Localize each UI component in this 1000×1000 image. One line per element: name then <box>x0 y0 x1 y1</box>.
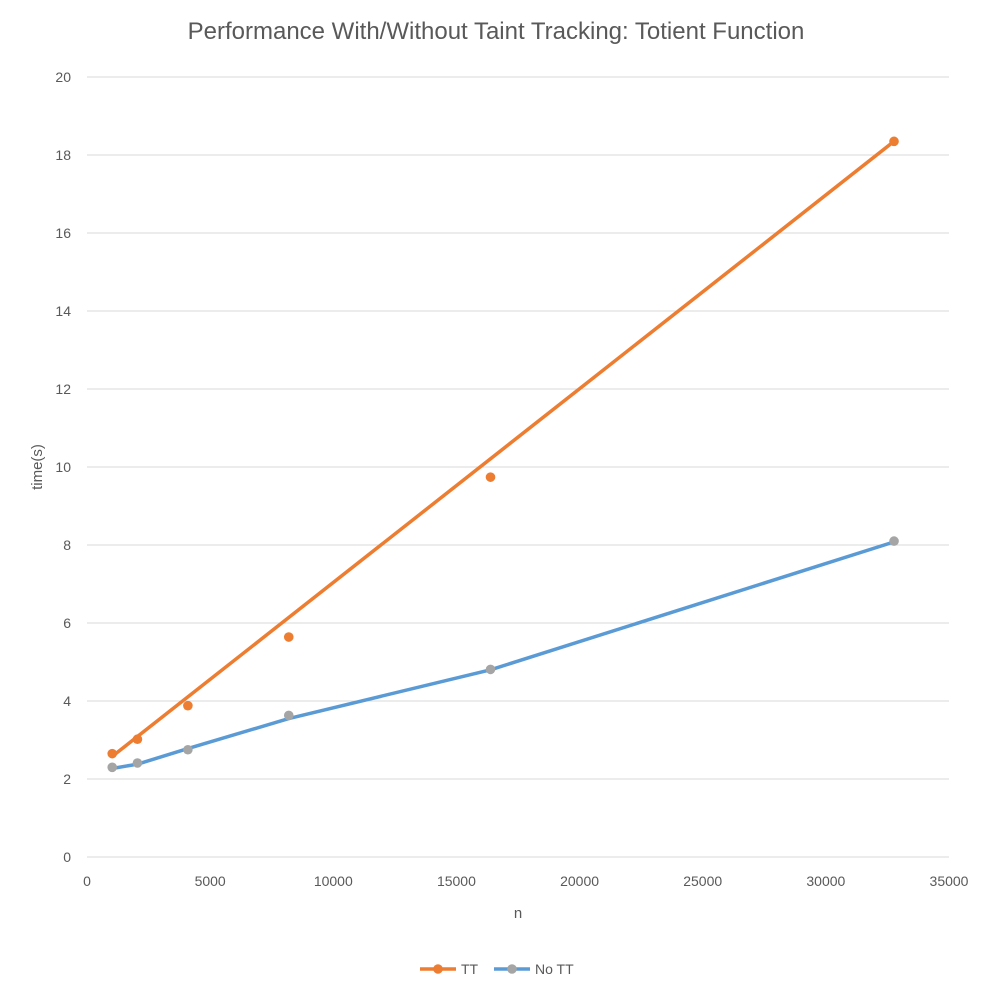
x-tick-label: 0 <box>83 873 91 889</box>
series-tt <box>107 136 899 759</box>
x-tick-label: 20000 <box>560 873 599 889</box>
legend-label: TT <box>461 961 479 977</box>
y-tick-label: 0 <box>63 849 71 865</box>
y-tick-label: 18 <box>55 147 71 163</box>
legend-item: No TT <box>494 961 574 977</box>
series-no-tt <box>107 536 899 773</box>
data-point <box>107 762 118 773</box>
legend-item: TT <box>420 961 479 977</box>
y-tick-label: 4 <box>63 693 71 709</box>
legend: TT No TT <box>420 961 574 977</box>
y-tick-label: 8 <box>63 537 71 553</box>
series-line <box>110 139 896 759</box>
legend-marker <box>507 964 517 974</box>
y-tick-label: 6 <box>63 615 71 631</box>
legend-label: No TT <box>535 961 574 977</box>
data-point <box>485 472 496 482</box>
data-point <box>889 136 899 147</box>
x-tick-label: 15000 <box>437 873 476 889</box>
data-point <box>107 748 118 759</box>
plot-area <box>107 136 899 773</box>
data-point <box>183 744 193 755</box>
y-tick-label: 20 <box>55 69 71 85</box>
x-tick-label: 10000 <box>314 873 353 889</box>
y-tick-label: 12 <box>55 381 71 397</box>
y-tick-label: 10 <box>55 459 71 475</box>
x-axis-ticks: 0 5000 10000 15000 20000 25000 30000 35000 <box>83 873 969 889</box>
y-axis-ticks: 0 2 4 6 8 10 12 14 16 18 20 <box>55 69 71 865</box>
data-point <box>132 734 143 745</box>
gridlines <box>87 76 949 858</box>
x-tick-label: 25000 <box>683 873 722 889</box>
legend-marker <box>433 964 443 974</box>
y-axis-label: time(s) <box>29 444 46 490</box>
x-tick-label: 30000 <box>806 873 845 889</box>
y-tick-label: 2 <box>63 771 71 787</box>
data-point <box>183 700 193 711</box>
chart-title: Performance With/Without Taint Tracking:… <box>188 18 805 45</box>
data-point <box>485 664 496 675</box>
series-line <box>110 540 896 771</box>
x-tick-label: 5000 <box>195 873 226 889</box>
x-tick-label: 35000 <box>930 873 969 889</box>
y-tick-label: 14 <box>55 303 71 319</box>
data-point <box>889 536 899 546</box>
data-point <box>283 710 294 721</box>
y-tick-label: 16 <box>55 225 71 241</box>
x-axis-label: n <box>514 905 522 922</box>
data-point <box>132 758 143 768</box>
data-point <box>283 632 294 642</box>
